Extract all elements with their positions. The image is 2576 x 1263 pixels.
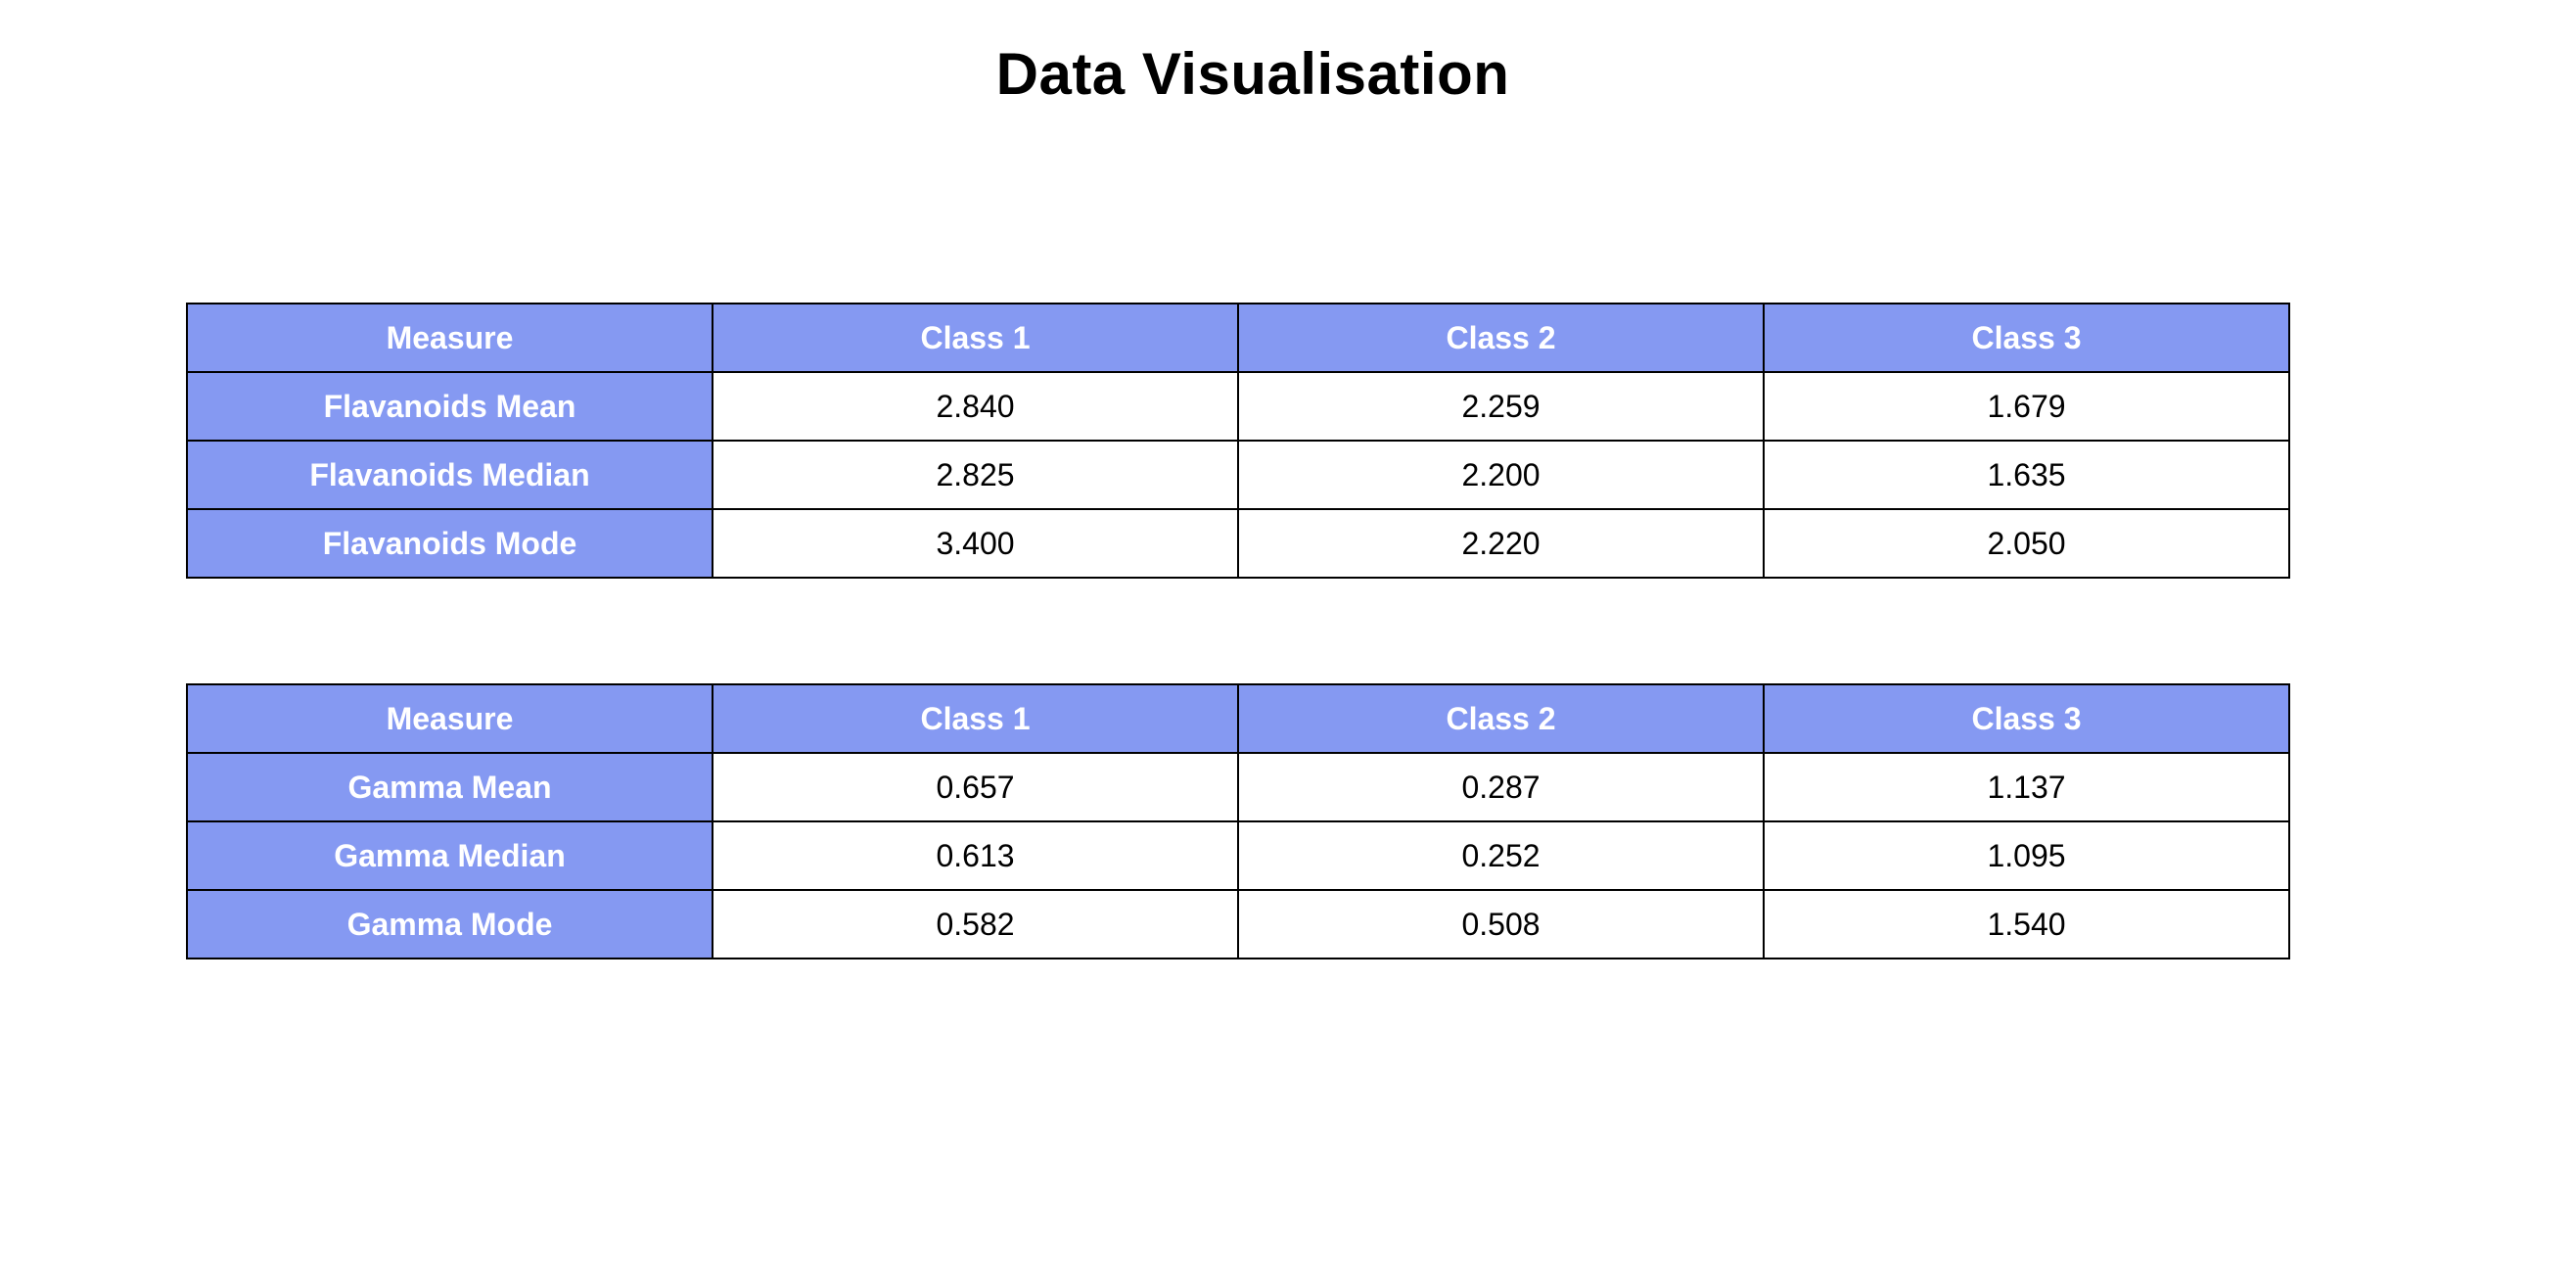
table-header-row: Measure Class 1 Class 2 Class 3	[186, 683, 2290, 754]
header-class-3: Class 3	[1763, 683, 2290, 754]
table-row: Gamma Mean 0.657 0.287 1.137	[186, 752, 2290, 822]
table-cell: 1.095	[1763, 820, 2290, 891]
table-row: Gamma Mode 0.582 0.508 1.540	[186, 889, 2290, 959]
header-measure: Measure	[186, 303, 713, 373]
table-header-row: Measure Class 1 Class 2 Class 3	[186, 303, 2290, 373]
table-cell: 1.540	[1763, 889, 2290, 959]
table-cell: 2.220	[1237, 508, 1765, 579]
header-class-3: Class 3	[1763, 303, 2290, 373]
table-cell: 1.635	[1763, 440, 2290, 510]
table-row: Flavanoids Mean 2.840 2.259 1.679	[186, 371, 2290, 442]
flavanoids-table: Measure Class 1 Class 2 Class 3 Flavanoi…	[186, 303, 2290, 579]
table-cell: 0.287	[1237, 752, 1765, 822]
table-cell: 1.679	[1763, 371, 2290, 442]
table-row: Flavanoids Mode 3.400 2.220 2.050	[186, 508, 2290, 579]
header-class-2: Class 2	[1237, 683, 1765, 754]
table-cell: 1.137	[1763, 752, 2290, 822]
table-cell: 0.613	[712, 820, 1239, 891]
table-row: Flavanoids Median 2.825 2.200 1.635	[186, 440, 2290, 510]
row-label: Gamma Mode	[186, 889, 713, 959]
row-label: Flavanoids Median	[186, 440, 713, 510]
table-cell: 0.657	[712, 752, 1239, 822]
header-class-1: Class 1	[712, 683, 1239, 754]
table-cell: 0.582	[712, 889, 1239, 959]
table-cell: 2.259	[1237, 371, 1765, 442]
header-class-1: Class 1	[712, 303, 1239, 373]
table-row: Gamma Median 0.613 0.252 1.095	[186, 820, 2290, 891]
gamma-table: Measure Class 1 Class 2 Class 3 Gamma Me…	[186, 683, 2290, 959]
row-label: Gamma Mean	[186, 752, 713, 822]
row-label: Flavanoids Mode	[186, 508, 713, 579]
header-measure: Measure	[186, 683, 713, 754]
table-cell: 2.825	[712, 440, 1239, 510]
table-cell: 0.252	[1237, 820, 1765, 891]
table-cell: 3.400	[712, 508, 1239, 579]
table-cell: 2.200	[1237, 440, 1765, 510]
row-label: Flavanoids Mean	[186, 371, 713, 442]
row-label: Gamma Median	[186, 820, 713, 891]
header-class-2: Class 2	[1237, 303, 1765, 373]
table-cell: 2.050	[1763, 508, 2290, 579]
table-cell: 0.508	[1237, 889, 1765, 959]
table-cell: 2.840	[712, 371, 1239, 442]
page-title: Data Visualisation	[995, 41, 1510, 107]
